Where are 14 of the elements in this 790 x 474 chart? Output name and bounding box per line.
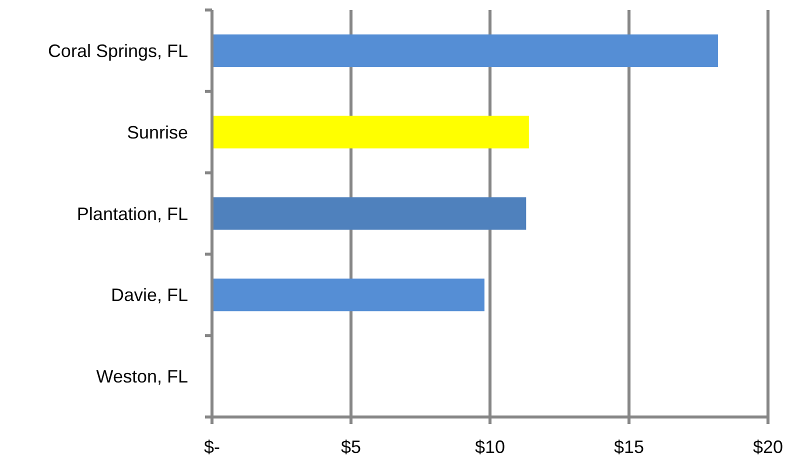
x-tick-label: $5 xyxy=(340,437,362,457)
y-tick-label: Weston, FL xyxy=(96,366,188,387)
bar xyxy=(212,34,718,67)
bar xyxy=(212,278,484,312)
y-tick-label: Coral Springs, FL xyxy=(48,41,188,61)
y-tick-label: Sunrise xyxy=(126,122,188,142)
x-tick-label: $15 xyxy=(614,437,644,457)
y-tick-label: Davie, FL xyxy=(110,285,188,306)
y-tick-label: Plantation, FL xyxy=(76,204,188,224)
x-tick-label: $- xyxy=(204,437,220,457)
x-tick-label: $20 xyxy=(752,437,784,457)
bar xyxy=(212,197,526,230)
bar xyxy=(212,116,529,148)
x-tick-label: $10 xyxy=(474,437,506,457)
